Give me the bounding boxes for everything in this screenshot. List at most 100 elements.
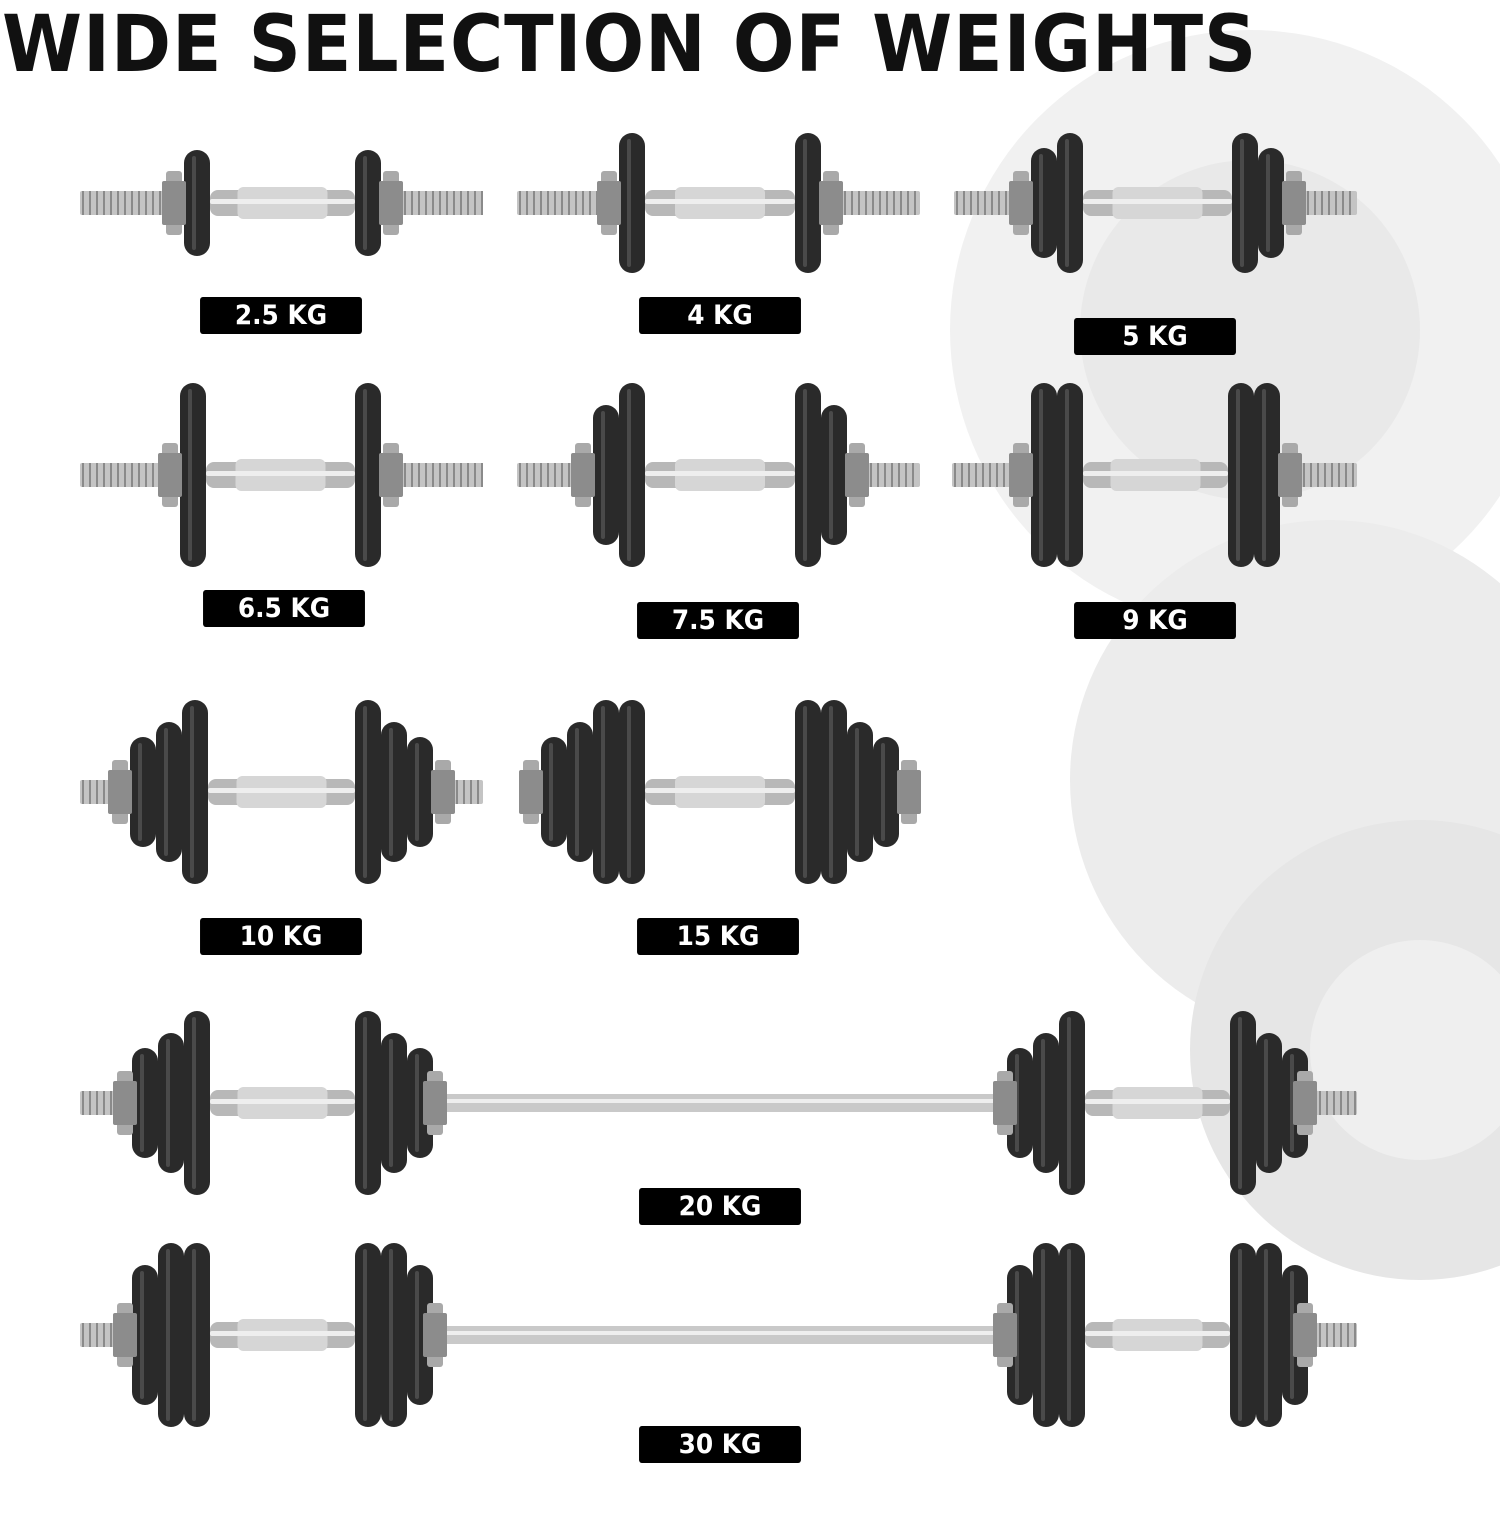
plate-highlight [1264, 1249, 1268, 1421]
dumbbell-6-5kg [80, 383, 483, 567]
plate [132, 1048, 158, 1158]
handle-shine [210, 1331, 355, 1336]
collar-left-inner [519, 770, 543, 814]
plate-highlight [601, 706, 605, 878]
plate-highlight [1266, 154, 1270, 252]
plate-highlight [1065, 139, 1069, 267]
plate-highlight [1238, 1249, 1242, 1421]
plate [184, 1011, 210, 1195]
barbell-30kg [80, 1243, 1357, 1427]
handle-shine [208, 788, 355, 793]
plate-highlight [855, 728, 859, 856]
plate [1031, 148, 1057, 258]
collar-right-inner [1282, 181, 1306, 225]
plate [1057, 133, 1083, 273]
plate [158, 1033, 184, 1173]
collar-right-inner [379, 181, 403, 225]
plate-highlight [363, 156, 367, 250]
plate [795, 383, 821, 567]
plate [1007, 1265, 1033, 1405]
weight-label-9kg: 9 KG [1074, 602, 1236, 639]
plate-highlight [627, 389, 631, 561]
handle-shine [1083, 471, 1228, 476]
plate [180, 383, 206, 567]
plate-highlight [803, 389, 807, 561]
collar-right-inner [819, 181, 843, 225]
collar-inner [423, 1313, 447, 1357]
plate [1232, 133, 1258, 273]
plate [619, 133, 645, 273]
plate [821, 700, 847, 884]
plate-highlight [140, 1054, 144, 1152]
plate [1256, 1243, 1282, 1427]
plate-highlight [1067, 1017, 1071, 1189]
plate-highlight [415, 743, 419, 841]
plate-highlight [1039, 389, 1043, 561]
dumbbell-10kg [80, 700, 483, 884]
plate-highlight [803, 706, 807, 878]
plate [619, 383, 645, 567]
plate-highlight [415, 1271, 419, 1399]
plate [355, 700, 381, 884]
plate-highlight [1240, 139, 1244, 267]
plate [184, 150, 210, 256]
handle-shine [1083, 199, 1232, 204]
handle-shine [645, 788, 795, 793]
plate-highlight [140, 1271, 144, 1399]
plate-highlight [627, 706, 631, 878]
plate-highlight [627, 139, 631, 267]
dumbbell-9kg [952, 383, 1357, 567]
page-title: WIDE SELECTION OF WEIGHTS [2, 0, 1258, 90]
collar-inner [113, 1081, 137, 1125]
plate-highlight [363, 706, 367, 878]
plate [355, 150, 381, 256]
plate [1230, 1243, 1256, 1427]
collar-inner [993, 1081, 1017, 1125]
plate-highlight [1065, 389, 1069, 561]
plate [1057, 383, 1083, 567]
plate-highlight [1290, 1054, 1294, 1152]
plate [355, 1011, 381, 1195]
dumbbell-15kg [519, 700, 921, 884]
plate [1258, 148, 1284, 258]
collar-right-inner [897, 770, 921, 814]
plate [795, 133, 821, 273]
collar-left-inner [158, 453, 182, 497]
plate-highlight [829, 411, 833, 539]
plate-highlight [415, 1054, 419, 1152]
plate [156, 722, 182, 862]
plate-highlight [1041, 1039, 1045, 1167]
collar-inner [1293, 1081, 1317, 1125]
plate-highlight [1067, 1249, 1071, 1421]
plate-highlight [829, 706, 833, 878]
plate [795, 700, 821, 884]
plate [873, 737, 899, 847]
dumbbell-2-5kg [80, 150, 483, 256]
barbell-20kg [80, 1011, 1357, 1195]
dumbbell-7-5kg [517, 383, 920, 567]
plate-highlight [164, 728, 168, 856]
plate [619, 700, 645, 884]
collar-left-inner [597, 181, 621, 225]
handle-shine [645, 199, 795, 204]
weight-label-20kg: 20 KG [639, 1188, 801, 1225]
plate [355, 383, 381, 567]
plate [184, 1243, 210, 1427]
weight-label-5kg: 5 KG [1074, 318, 1236, 355]
handle-shine [210, 1099, 355, 1104]
connector-shine [440, 1099, 1000, 1103]
plate [407, 1265, 433, 1405]
plate-highlight [363, 389, 367, 561]
plate [130, 737, 156, 847]
plate [1230, 1011, 1256, 1195]
plate-highlight [1290, 1271, 1294, 1399]
collar-right-inner [379, 453, 403, 497]
plate [407, 1048, 433, 1158]
weight-label-15kg: 15 KG [637, 918, 799, 955]
plate [1033, 1243, 1059, 1427]
plate [1033, 1033, 1059, 1173]
weight-label-6-5kg: 6.5 KG [203, 590, 365, 627]
plate [182, 700, 208, 884]
plate-highlight [1238, 1017, 1242, 1189]
